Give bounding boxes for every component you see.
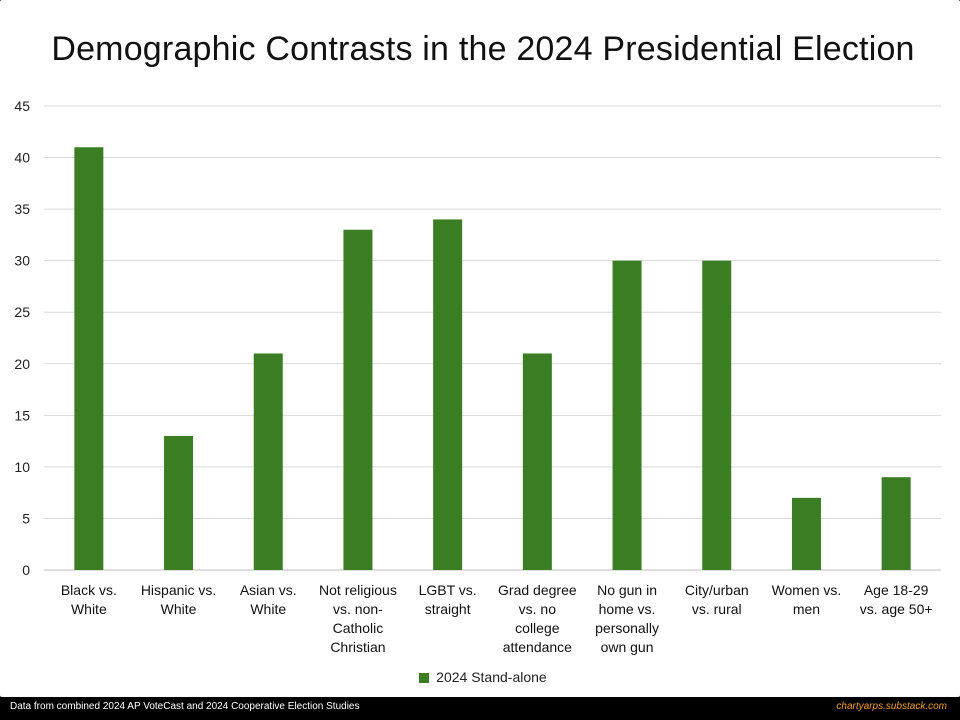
- bar: [881, 477, 911, 570]
- x-category-label: Women vs. men: [772, 582, 842, 617]
- y-tick-label: 5: [22, 510, 30, 526]
- x-category-label: Age 18-29 vs. age 50+: [860, 582, 933, 617]
- x-category-label: Grad degree vs. no college attendance: [498, 582, 577, 655]
- y-tick-label: 35: [14, 201, 30, 217]
- legend-label: 2024 Stand-alone: [436, 669, 547, 685]
- y-tick-label: 45: [14, 98, 30, 114]
- y-tick-label: 0: [22, 562, 30, 578]
- y-tick-label: 30: [14, 253, 30, 269]
- x-category-label: Hispanic vs. White: [141, 582, 216, 617]
- bar: [522, 353, 552, 570]
- y-tick-label: 20: [14, 356, 30, 372]
- bar: [612, 260, 642, 570]
- bar: [702, 260, 732, 570]
- footer-source: Data from combined 2024 AP VoteCast and …: [10, 701, 360, 712]
- bar: [791, 497, 821, 570]
- x-category-label: Black vs. White: [61, 582, 117, 617]
- legend-swatch: [419, 673, 430, 683]
- bar: [343, 229, 373, 570]
- x-category-label: Not religious vs. non-Catholic Christian: [319, 582, 397, 655]
- bar-chart: 0 5 10 15 20 25 30 35 40 45 Black vs. White Hispanic…: [14, 98, 941, 655]
- legend: 2024 Stand-alone: [0, 669, 960, 685]
- y-tick-label: 25: [14, 304, 30, 320]
- y-tick-label: 40: [14, 150, 30, 166]
- x-category-label: Asian vs. White: [240, 582, 297, 617]
- chart-title: Demographic Contrasts in the 2024 Presid…: [51, 30, 915, 68]
- chart-card: Demographic Contrasts in the 2024 Presid…: [0, 0, 960, 697]
- y-tick-label: 10: [14, 459, 30, 475]
- bar: [164, 435, 194, 570]
- footer-bar: Data from combined 2024 AP VoteCast and …: [0, 697, 960, 720]
- x-category-label: City/urban vs. rural: [685, 582, 749, 617]
- x-category-label: No gun in home vs. personally own gun: [595, 582, 659, 655]
- x-category-label: LGBT vs. straight: [419, 582, 477, 617]
- bar: [74, 147, 104, 570]
- bar: [433, 219, 463, 570]
- footer-credit-link[interactable]: chartyarps.substack.com: [836, 701, 947, 712]
- bar: [253, 353, 283, 570]
- y-tick-label: 15: [14, 407, 30, 423]
